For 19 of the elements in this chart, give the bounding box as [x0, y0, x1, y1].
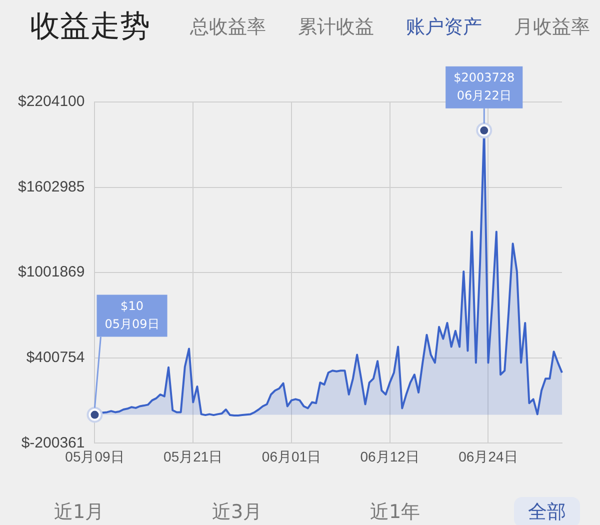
annotation: $10 05月09日	[104, 298, 160, 331]
x-tick-label: 06月01日	[262, 448, 322, 464]
y-tick-label: $400754	[26, 349, 85, 366]
text: 近1月	[53, 500, 106, 525]
text: 账户资产	[406, 15, 482, 40]
text: 月收益率	[514, 15, 590, 40]
y-tick-label: $1602985	[18, 178, 85, 196]
y-tick-label: $2204100	[18, 93, 85, 110]
text: 累计收益	[298, 15, 374, 40]
text: 总收益率	[190, 15, 266, 40]
text: 近3月	[211, 500, 264, 525]
y-tick-label: $1001869	[18, 264, 85, 281]
x-tick-label: 06月24日	[458, 448, 518, 464]
x-tick-label: 05月21日	[164, 448, 223, 464]
annotation: $2003728 06月22日	[454, 70, 515, 103]
text: 近1年	[369, 500, 422, 525]
x-tick-label: 06月12日	[360, 448, 420, 464]
text: 全部	[514, 497, 580, 525]
chart-title: 收益走势	[30, 8, 150, 46]
